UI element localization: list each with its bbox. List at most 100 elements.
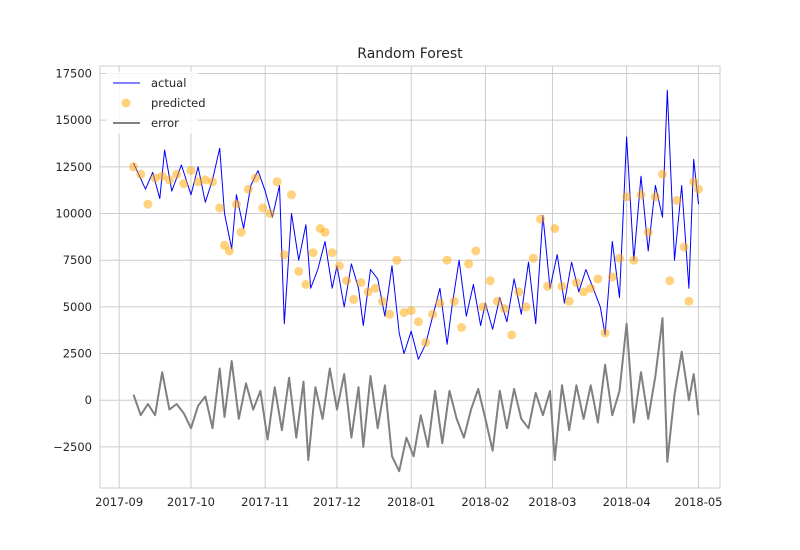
predicted-point <box>301 280 311 289</box>
predicted-point <box>492 296 502 306</box>
predicted-point <box>507 330 517 340</box>
predicted-point <box>665 276 675 286</box>
predicted-point <box>157 171 167 181</box>
x-tick-label: 2018-04 <box>603 495 651 509</box>
y-tick-label: 17500 <box>55 66 92 80</box>
actual-line <box>133 89 699 360</box>
predicted-point <box>413 317 423 327</box>
x-tick-label: 2017-10 <box>167 495 215 509</box>
x-tick-label: 2017-11 <box>241 495 289 509</box>
predicted-point <box>579 287 589 297</box>
predicted-point <box>421 337 431 347</box>
predicted-point <box>571 278 581 288</box>
x-tick-label: 2017-09 <box>95 495 143 509</box>
chart-title: Random Forest <box>357 46 463 62</box>
legend-error-label: error <box>151 116 179 130</box>
predicted-point <box>636 190 646 200</box>
predicted-point <box>243 184 253 194</box>
predicted-point <box>392 255 402 265</box>
predicted-point <box>349 294 359 304</box>
predicted-point <box>550 224 560 233</box>
predicted-point <box>442 255 452 265</box>
y-tick-label: 15000 <box>55 113 92 127</box>
predicted-point <box>586 283 596 293</box>
predicted-point <box>279 250 289 260</box>
predicted-point <box>356 278 366 288</box>
predicted-point <box>308 248 318 258</box>
series-layer <box>129 89 703 473</box>
x-tick-label: 2017-12 <box>313 495 361 509</box>
y-tick-label: 10000 <box>55 207 92 221</box>
predicted-point <box>143 199 153 209</box>
predicted-point <box>449 296 459 306</box>
predicted-point <box>528 253 538 263</box>
predicted-point <box>557 281 567 291</box>
predicted-point <box>385 309 395 319</box>
predicted-point <box>224 246 234 256</box>
predicted-point <box>615 253 624 263</box>
predicted-point <box>514 287 524 297</box>
predicted-point <box>294 266 304 276</box>
predicted-point <box>658 169 667 179</box>
predicted-point <box>231 199 241 209</box>
y-tick-label: −2500 <box>53 440 92 454</box>
predicted-point <box>428 309 438 319</box>
predicted-point <box>478 302 488 312</box>
x-tick-label: 2018-05 <box>674 495 722 509</box>
predicted-point <box>136 169 146 179</box>
predicted-point <box>399 308 409 317</box>
predicted-point <box>564 296 574 306</box>
predicted-point <box>342 276 352 286</box>
predicted-point <box>694 184 703 194</box>
predicted-point <box>464 259 474 269</box>
error-line <box>132 317 700 473</box>
predicted-point <box>689 177 699 187</box>
predicted-point <box>643 227 653 237</box>
predicted-point <box>600 328 610 338</box>
predicted-point <box>164 175 174 185</box>
y-tick-label: 12500 <box>55 160 92 174</box>
predicted-point <box>320 227 330 237</box>
predicted-point <box>179 179 189 189</box>
legend: actual predicted error <box>106 72 206 134</box>
predicted-point <box>215 203 225 213</box>
predicted-point <box>193 177 203 187</box>
predicted-point <box>172 169 182 179</box>
predicted-point <box>650 192 660 202</box>
predicted-point <box>485 276 495 286</box>
predicted-point <box>334 261 344 271</box>
predicted-point <box>629 255 639 265</box>
predicted-point <box>622 192 632 202</box>
y-tick-label: 5000 <box>63 300 92 314</box>
legend-actual-label: actual <box>151 76 186 90</box>
predicted-point <box>186 166 196 176</box>
predicted-point <box>251 173 261 183</box>
predicted-point <box>672 195 682 205</box>
predicted-point <box>593 274 603 284</box>
legend-predicted-label: predicted <box>151 96 206 110</box>
predicted-point <box>208 177 217 187</box>
predicted-point <box>363 287 373 297</box>
predicted-point <box>327 248 337 258</box>
predicted-point <box>129 162 138 172</box>
predicted-point <box>406 306 416 316</box>
y-tick-label: 2500 <box>63 347 92 361</box>
predicted-point <box>150 173 160 183</box>
x-tick-label: 2018-02 <box>461 495 509 509</box>
y-tick-label: 0 <box>85 393 92 407</box>
predicted-point <box>287 190 296 200</box>
legend-predicted-swatch <box>121 98 131 108</box>
predicted-point <box>500 304 510 314</box>
predicted-point <box>378 296 387 306</box>
grid <box>100 66 720 488</box>
predicted-point <box>236 227 246 237</box>
predicted-point <box>258 203 268 213</box>
predicted-point <box>679 242 689 252</box>
predicted-point <box>471 246 481 256</box>
predicted-point <box>435 298 445 308</box>
predicted-point <box>265 209 275 218</box>
predicted-point <box>200 175 210 185</box>
y-tick-label: 7500 <box>63 253 92 267</box>
predicted-point <box>272 177 282 187</box>
predicted-point <box>457 322 466 332</box>
